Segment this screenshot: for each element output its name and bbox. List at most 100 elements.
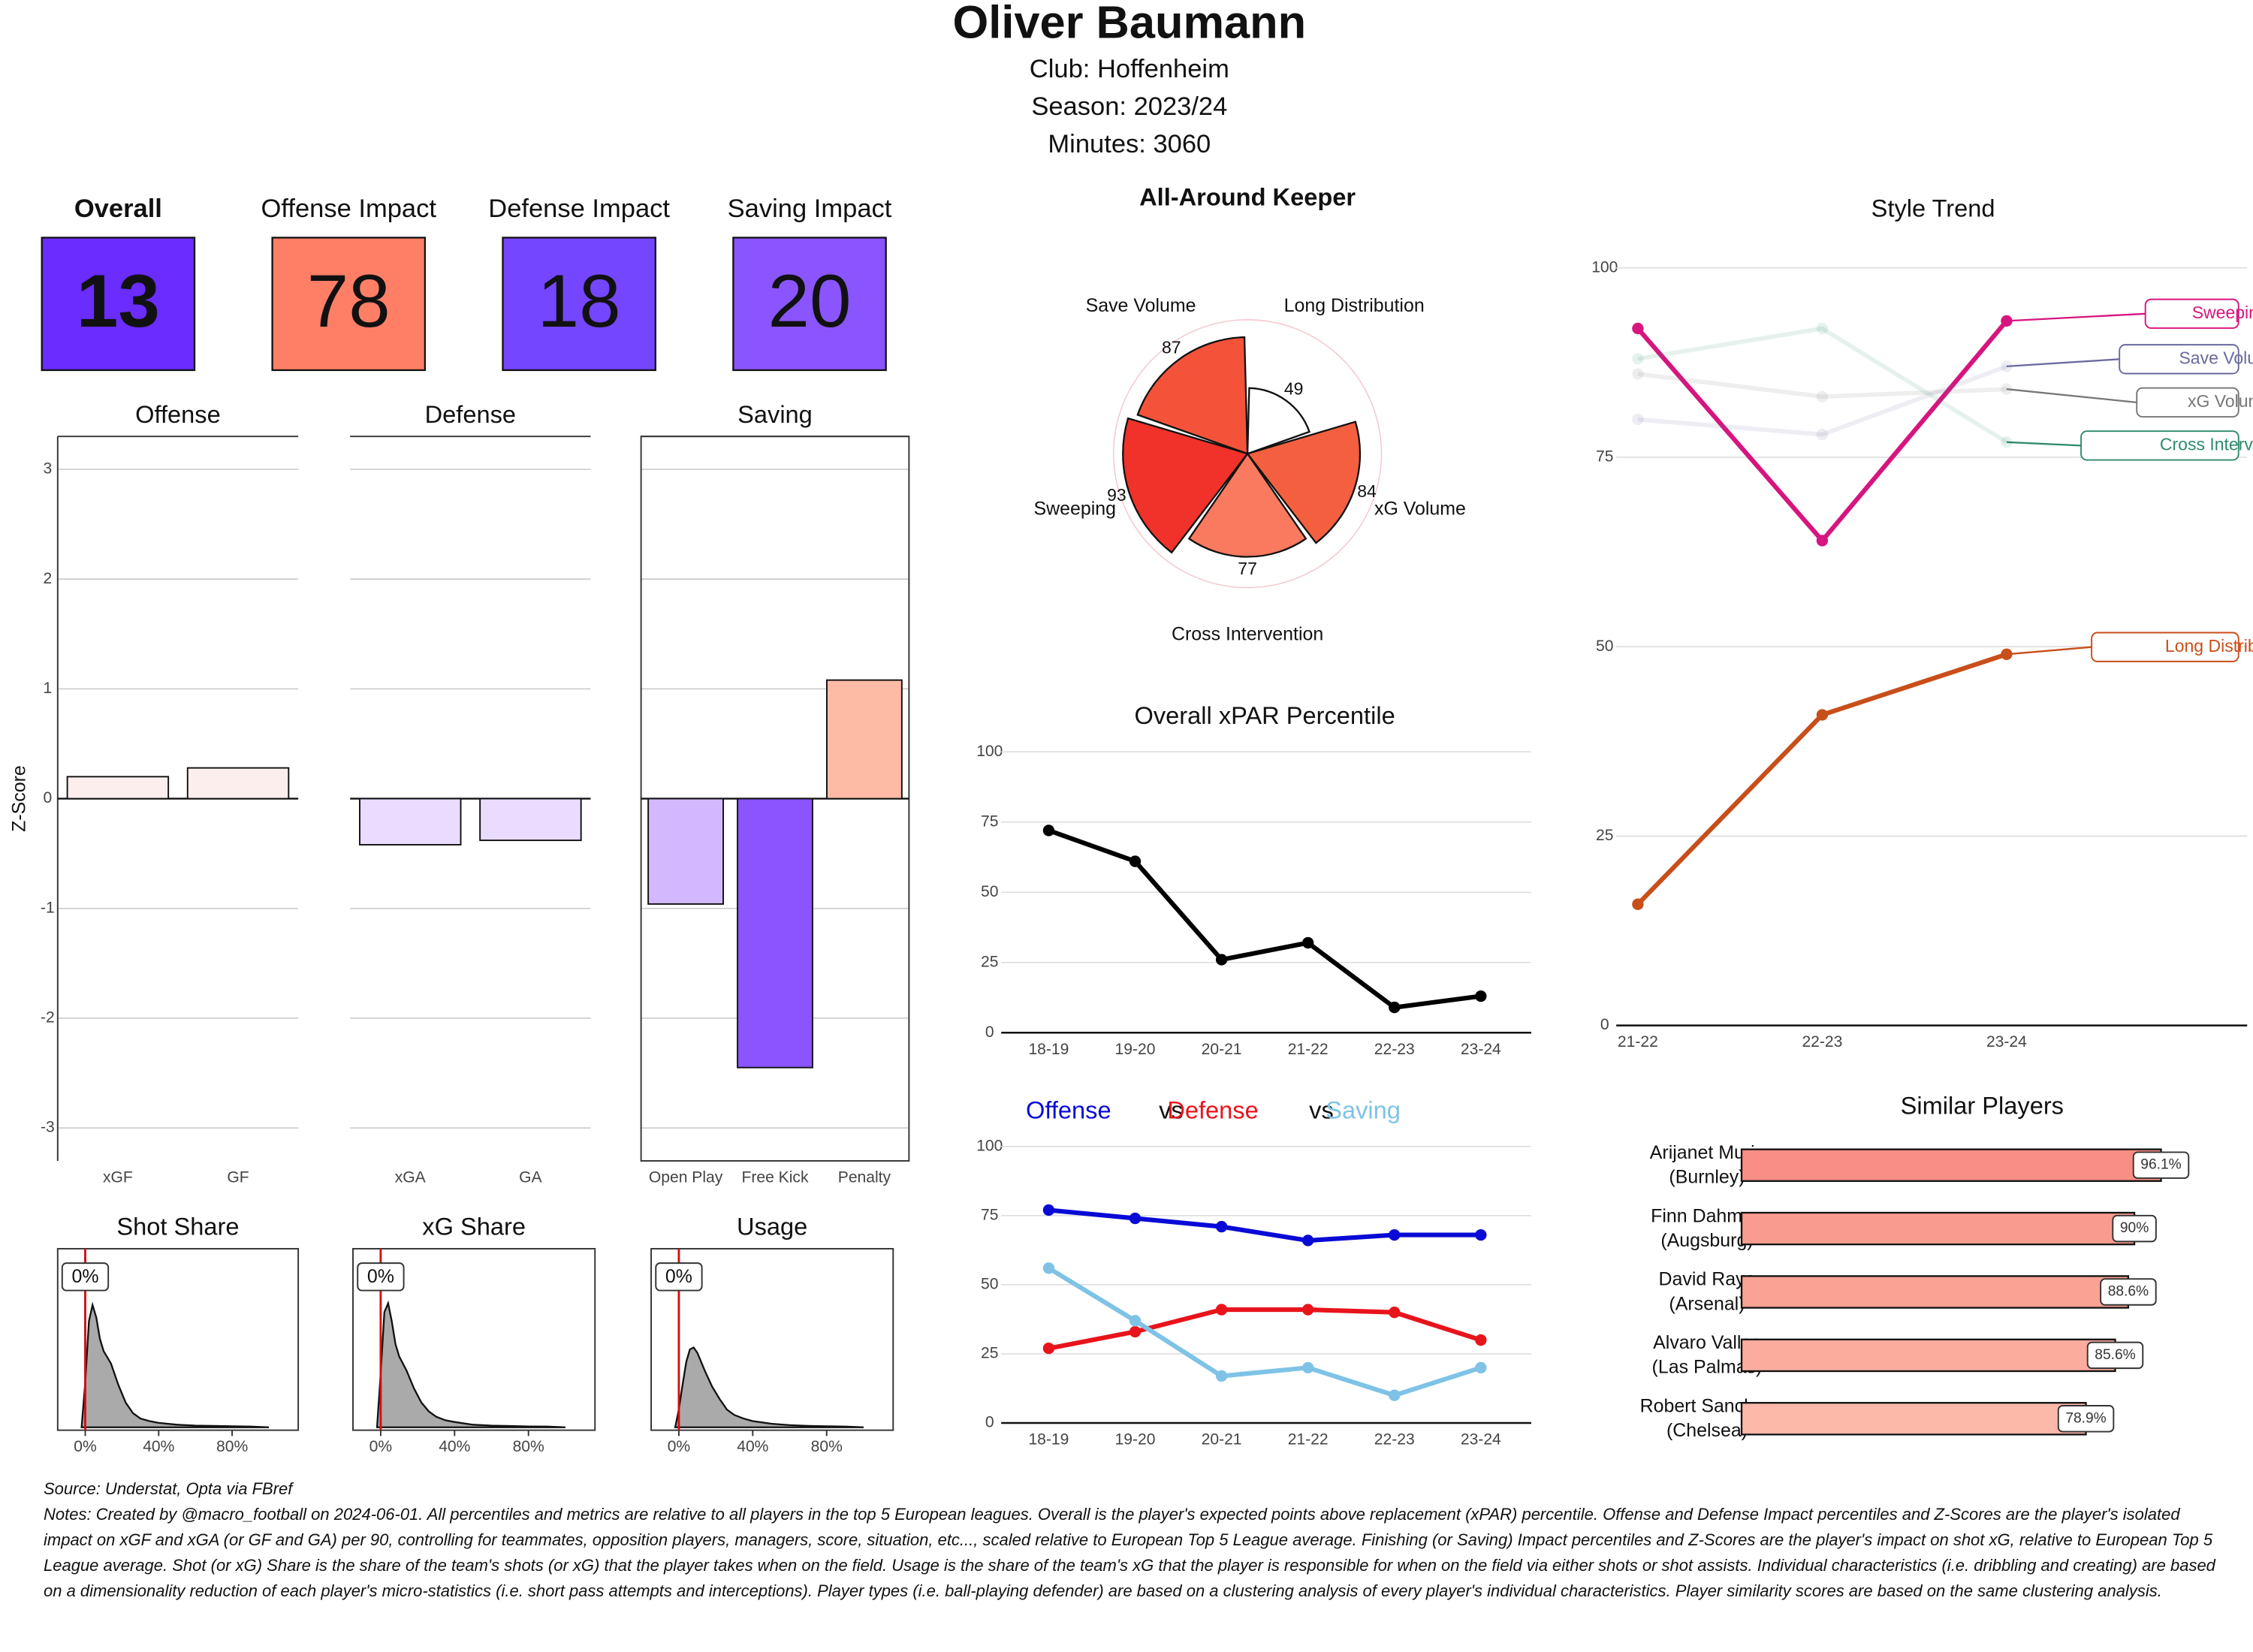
- value-label-box: [2100, 1278, 2157, 1306]
- panel-title: Saving: [737, 400, 813, 428]
- x-tick-label: 0%: [668, 1438, 690, 1455]
- point: [1389, 1307, 1401, 1319]
- wedge: [1136, 336, 1249, 455]
- value-label: 90%: [2120, 1220, 2149, 1236]
- footer: Source: Understat, Opta via FBref Notes:…: [44, 1476, 2221, 1604]
- point: [1302, 1304, 1314, 1316]
- point: [1632, 322, 1644, 335]
- x-tick-label: 21-22: [1618, 1033, 1658, 1051]
- card-box: [732, 237, 887, 372]
- panel-title: Defense: [425, 400, 516, 428]
- card-label: Saving Impact: [728, 194, 892, 223]
- x-tick-label: 20-21: [1202, 1431, 1242, 1449]
- wedge: [1246, 421, 1362, 544]
- density-area: [80, 1301, 270, 1428]
- panel-border: [352, 1247, 596, 1431]
- category-label: Sweeping: [1034, 498, 1116, 519]
- point: [1389, 1001, 1401, 1014]
- y-tick-label: 75: [981, 812, 998, 830]
- marker-label-box: [61, 1262, 110, 1292]
- point: [1302, 1234, 1314, 1247]
- point: [1475, 1228, 1487, 1241]
- y-tick-label: -2: [41, 1008, 55, 1026]
- player-club: (Chelsea): [1666, 1420, 1748, 1441]
- subtitle: Minutes: 3060: [1048, 130, 1211, 158]
- y-tick-label: 0: [985, 1023, 994, 1041]
- subtitle: Season: 2023/24: [1031, 92, 1227, 121]
- bar: [186, 767, 290, 800]
- point: [1632, 413, 1644, 426]
- card-label: Offense Impact: [261, 194, 437, 223]
- value-label-box: [2132, 1151, 2190, 1179]
- panel-title: Usage: [737, 1213, 807, 1241]
- value-label: 88.6%: [2108, 1284, 2149, 1300]
- bar: [1740, 1402, 2087, 1436]
- y-tick-label: 50: [1596, 638, 1613, 655]
- point: [1215, 954, 1228, 966]
- legend-entry: Offense: [1026, 1096, 1111, 1123]
- x-tick-label: 22-23: [1374, 1431, 1415, 1449]
- marker-label: 0%: [665, 1266, 692, 1287]
- x-tick-label: 40%: [439, 1438, 470, 1455]
- x-tick-label: 40%: [737, 1438, 768, 1455]
- point: [1215, 1220, 1228, 1233]
- line: [1636, 652, 2007, 906]
- point: [1042, 1342, 1055, 1355]
- y-tick-label: 50: [981, 1275, 998, 1292]
- point: [2001, 360, 2013, 372]
- x-tick-label: 23-24: [1461, 1431, 1501, 1449]
- value-label: 96.1%: [2140, 1157, 2181, 1173]
- outer-ring: [1112, 319, 1383, 589]
- player-club: (Arsenal): [1669, 1293, 1745, 1314]
- label-connector: [2006, 441, 2082, 447]
- bar: [1740, 1275, 2130, 1309]
- value-label: 85.6%: [2095, 1347, 2135, 1363]
- card-value: 78: [307, 260, 391, 343]
- wedge: [1187, 452, 1307, 558]
- source: Source: Understat, Opta via FBref: [44, 1479, 293, 1498]
- x-tick-label: 80%: [216, 1438, 248, 1455]
- bar: [479, 797, 582, 842]
- bar: [826, 679, 903, 800]
- notes: Notes: Created by @macro_football on 202…: [44, 1505, 2215, 1600]
- card-box: [502, 237, 656, 372]
- x-tick-label: 80%: [513, 1438, 544, 1455]
- panel-title: Shot Share: [116, 1213, 239, 1241]
- x-tick-label: 20-21: [1202, 1041, 1242, 1058]
- point: [1215, 1370, 1228, 1382]
- point: [1129, 1315, 1142, 1327]
- legend-entry: Save Volume: [2179, 348, 2253, 367]
- point: [1816, 535, 1829, 547]
- card-value: 13: [77, 260, 160, 343]
- y-tick-label: 0: [44, 789, 53, 806]
- x-tick-label: xGF: [103, 1169, 133, 1186]
- panel-title: Offense: [135, 400, 221, 428]
- y-tick-label: 1: [44, 680, 53, 697]
- player-club: (Augsburg): [1660, 1230, 1753, 1251]
- card-box: [41, 237, 196, 372]
- point: [1475, 1334, 1487, 1346]
- title-separator: vs: [1159, 1096, 1184, 1123]
- point: [1215, 1304, 1228, 1316]
- bar: [359, 797, 462, 846]
- point: [1816, 709, 1829, 721]
- legend-entry: Long Distribution: [2165, 636, 2253, 656]
- line: [1048, 1307, 1482, 1351]
- card-label: Overall: [74, 194, 162, 223]
- x-tick-label: xGA: [395, 1169, 427, 1186]
- legend-entry: Cross Intervention: [2160, 434, 2253, 454]
- chart-title: Style Trend: [1871, 194, 1995, 222]
- bar: [1740, 1148, 2162, 1182]
- point: [1816, 322, 1829, 335]
- point: [1816, 390, 1829, 402]
- title-separator: vs: [1309, 1096, 1334, 1123]
- point: [1042, 1204, 1055, 1216]
- y-tick-label: 0: [985, 1414, 994, 1431]
- value-label: 78.9%: [2065, 1410, 2106, 1426]
- value-label-box: [2057, 1405, 2115, 1433]
- wedge: [1122, 417, 1250, 554]
- x-tick-label: GF: [227, 1169, 249, 1186]
- x-tick-label: GA: [519, 1169, 542, 1186]
- line: [1637, 326, 2008, 445]
